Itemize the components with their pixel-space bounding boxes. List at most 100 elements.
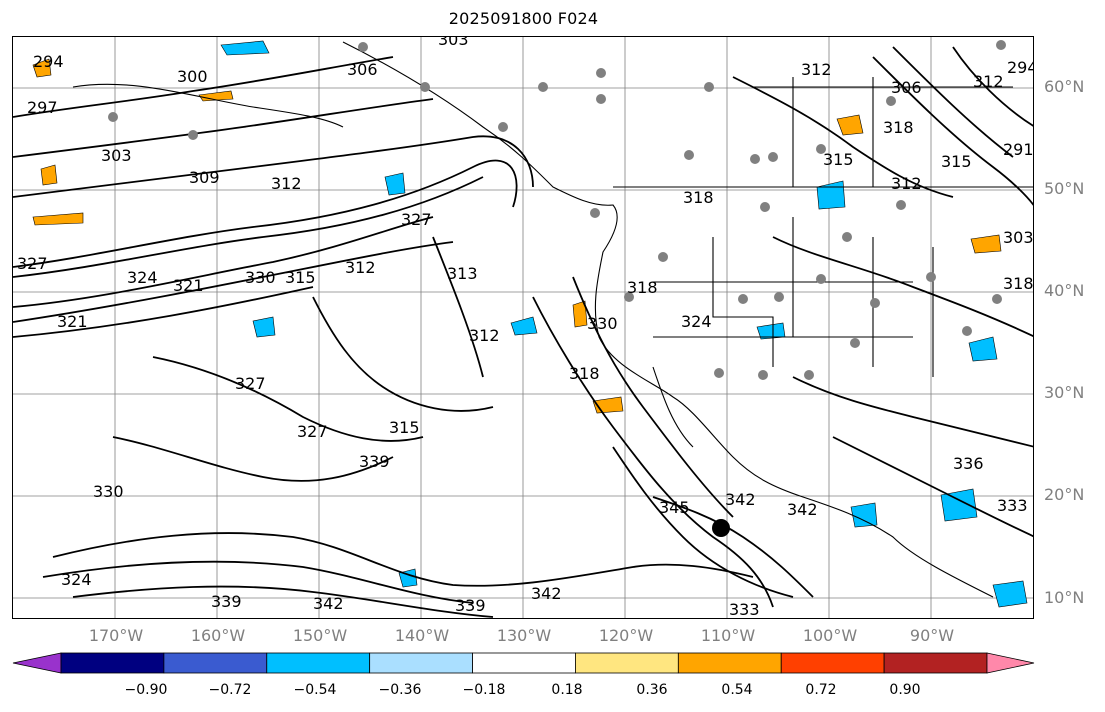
contour-label: 327: [235, 374, 266, 393]
contour-label: 294: [33, 52, 64, 71]
shade-patch: [992, 580, 1028, 608]
station-marker: [816, 144, 826, 154]
longitude-label-170w: 170°W: [88, 626, 144, 645]
colorbar-tick: −0.18: [462, 682, 506, 698]
contour-label: 315: [941, 152, 972, 171]
station-marker: [896, 200, 906, 210]
contour-label: 339: [455, 596, 486, 615]
station-marker: [714, 368, 724, 378]
station-marker: [590, 208, 600, 218]
contour-label: 318: [627, 278, 658, 297]
latitude-label-40n: 40°N: [1044, 281, 1085, 300]
station-marker: [596, 68, 606, 78]
colorbar-tick: 0.36: [636, 682, 668, 698]
colorbar-segment: [677, 652, 782, 674]
contour-line: [13, 56, 394, 118]
contour-line: [112, 436, 394, 482]
colorbar-tick: −0.36: [378, 682, 422, 698]
contour-label: 318: [1003, 274, 1034, 293]
contour-label: 321: [173, 276, 204, 295]
colorbar-segment: [60, 652, 165, 674]
contour-label: 306: [347, 60, 378, 79]
contour-label: 336: [953, 454, 984, 473]
contour-label: 313: [447, 264, 478, 283]
station-marker: [596, 94, 606, 104]
contour-label: 315: [823, 150, 854, 169]
colorbar-tick: 0.18: [551, 682, 583, 698]
colorbar-segment: [472, 652, 576, 674]
longitude-label-130w: 130°W: [496, 626, 552, 645]
contour-label: 339: [359, 452, 390, 471]
colorbar-tick: −0.90: [124, 682, 168, 698]
contour-line: [13, 98, 434, 158]
latitude-label-20n: 20°N: [1044, 485, 1085, 504]
contour-line: [772, 236, 1033, 338]
colorbar-tick: 0.72: [805, 682, 837, 698]
contour-line: [72, 585, 494, 618]
contour-label: 303: [101, 146, 132, 165]
contour-label: 333: [997, 496, 1028, 515]
contour-label: 333: [729, 600, 760, 619]
coastline-baja: [652, 366, 694, 448]
station-marker: [658, 252, 668, 262]
colorbar-tick: −0.54: [293, 682, 337, 698]
station-marker: [420, 82, 430, 92]
station-marker: [750, 154, 760, 164]
shade-patch: [220, 40, 270, 56]
colorbar-tick: 0.54: [721, 682, 753, 698]
shade-patch: [32, 58, 52, 78]
colorbar-segment: [575, 652, 679, 674]
contour-line: [532, 296, 774, 608]
colorbar-tick: 0.90: [889, 682, 921, 698]
contour-label: 339: [211, 592, 242, 611]
contour-label: 327: [297, 422, 328, 441]
latitude-label-50n: 50°N: [1044, 179, 1085, 198]
contour-label: 300: [177, 67, 208, 86]
station-marker: [850, 338, 860, 348]
contour-label: 315: [285, 268, 316, 287]
state-border: [712, 237, 774, 367]
longitude-label-110w: 110°W: [700, 626, 756, 645]
contour-label: 309: [189, 168, 220, 187]
station-marker: [684, 150, 694, 160]
contour-label: 312: [271, 174, 302, 193]
contour-label: 324: [681, 312, 712, 331]
station-marker: [538, 82, 548, 92]
contour-line: [732, 76, 954, 198]
contour-label: 315: [389, 418, 420, 437]
contour-label: 330: [587, 314, 618, 333]
contour-labels: 294 300 306 303 297 303 309 312 312 327 …: [17, 37, 1034, 619]
contour-label: 312: [973, 72, 1004, 91]
contour-label: 303: [438, 37, 469, 49]
map-svg: 294 300 306 303 297 303 309 312 312 327 …: [13, 37, 1034, 619]
map-panel: 294 300 306 303 297 303 309 312 312 327 …: [12, 36, 1034, 619]
station-marker: [926, 272, 936, 282]
contour-label: 327: [401, 210, 432, 229]
longitude-label-90w: 90°W: [909, 626, 955, 645]
contour-line: [952, 46, 1033, 127]
contour-label: 306: [891, 78, 922, 97]
shade-patch: [850, 502, 878, 528]
colorbar-segment: [266, 652, 371, 674]
latitude-label-30n: 30°N: [1044, 383, 1085, 402]
station-marker: [992, 294, 1002, 304]
shade-patch: [572, 300, 588, 328]
contour-label: 321: [57, 312, 88, 331]
colorbar-extend-max: [986, 652, 1035, 674]
contour-label: 324: [127, 268, 158, 287]
contour-label: 324: [61, 570, 92, 589]
shade-patch: [252, 316, 276, 338]
contour-line: [42, 560, 474, 604]
station-marker: [768, 152, 778, 162]
contour-label: 318: [683, 188, 714, 207]
contour-line: [572, 276, 734, 518]
colorbar-segment: [163, 652, 268, 674]
station-marker: [358, 42, 368, 52]
shaded-regions: [32, 40, 1028, 608]
contour-line: [13, 286, 314, 338]
contour-label: 318: [883, 118, 914, 137]
colorbar-tick: −0.72: [208, 682, 252, 698]
station-marker: [758, 370, 768, 380]
shade-patch: [940, 488, 978, 522]
hurricane-center-marker: [712, 519, 730, 537]
